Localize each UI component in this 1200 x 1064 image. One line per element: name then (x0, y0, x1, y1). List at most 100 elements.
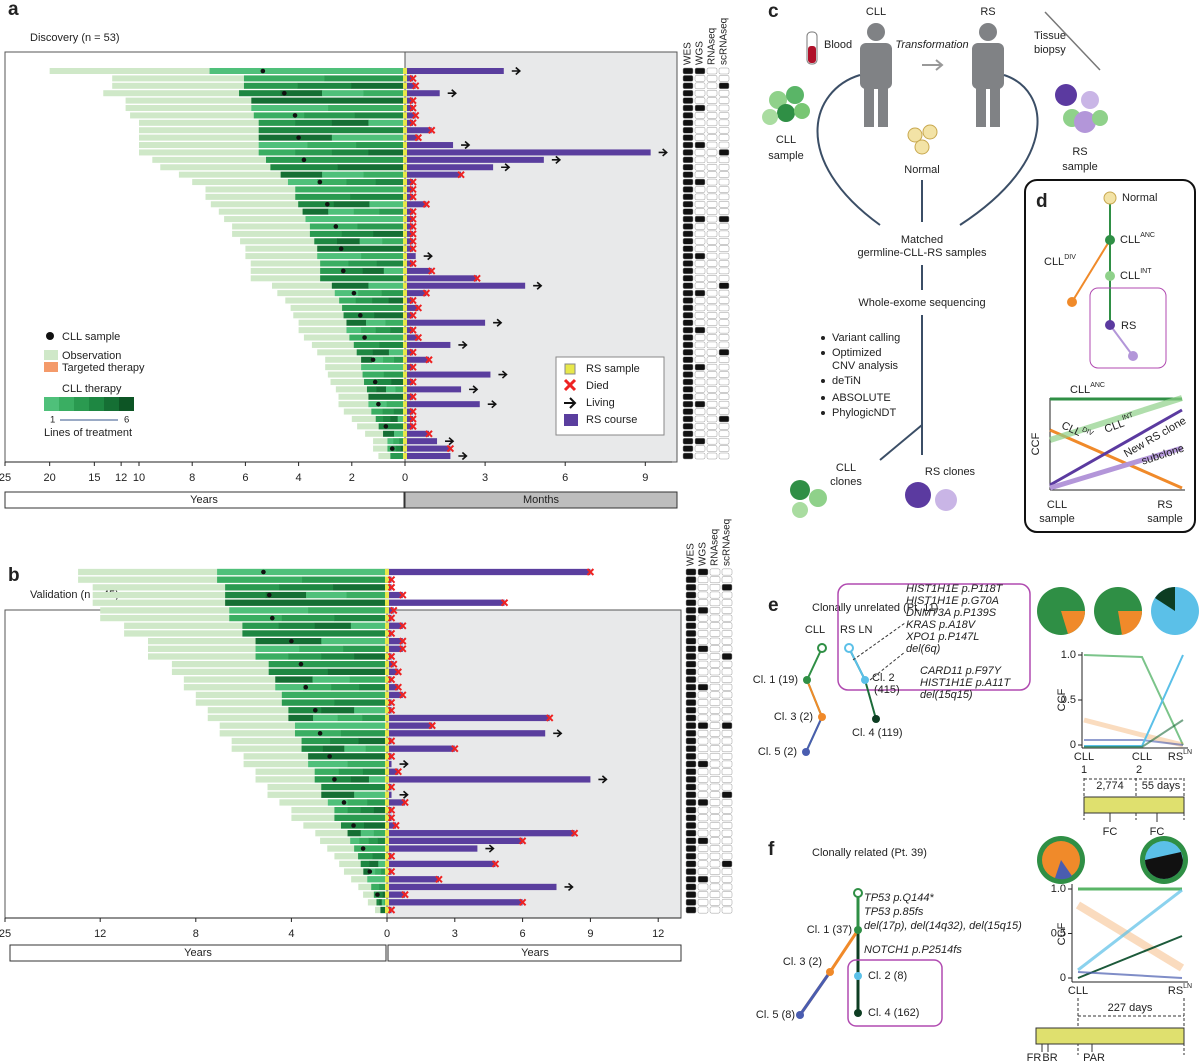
rs-course-bar (405, 452, 451, 460)
assay-box (718, 104, 730, 112)
assay-box (721, 691, 733, 699)
therapy-shade (375, 415, 384, 422)
assay-box (694, 430, 706, 438)
therapy-shade (295, 119, 333, 126)
rs-sample (385, 791, 389, 798)
assay-box (718, 267, 730, 275)
assay-box (685, 614, 697, 622)
therapy-shade (374, 312, 406, 319)
label: sample (768, 150, 803, 162)
y-tick-label: 0 (1070, 739, 1076, 751)
assay-box (682, 423, 694, 430)
assay-box (706, 75, 718, 82)
assay-box (685, 645, 697, 653)
label: RS (1121, 320, 1136, 332)
assay-box (682, 400, 694, 408)
died-marker (518, 837, 527, 845)
rs-course-bar (387, 584, 392, 591)
blood (808, 46, 816, 63)
therapy-shade (239, 90, 281, 97)
assay-box (721, 576, 733, 584)
label: Normal (904, 164, 939, 176)
assay-box (709, 776, 721, 783)
died-marker (411, 111, 420, 120)
living-marker (399, 790, 409, 799)
therapy-shade (266, 156, 406, 163)
assay-box (682, 208, 694, 215)
assay-box (685, 768, 697, 776)
assay-box (694, 260, 706, 267)
x-tick-label: 0 (402, 472, 408, 484)
assay-box (706, 378, 718, 386)
assay-box (721, 607, 733, 614)
assay-box (709, 568, 721, 576)
assay-box (685, 737, 697, 745)
assay-box (706, 201, 718, 208)
assay-box (697, 660, 709, 668)
therapy-shade (353, 208, 380, 215)
assay-box (685, 875, 697, 883)
therapy-shade (362, 371, 385, 378)
died-marker (409, 378, 417, 386)
x-tick-label: RS (1168, 751, 1183, 763)
rs-sample (403, 341, 407, 348)
assay-box (706, 275, 718, 282)
therapy-shade (400, 445, 406, 452)
assay-box (697, 760, 709, 768)
assay-box (682, 134, 694, 141)
rs-course-bar (387, 783, 392, 791)
therapy-shade (225, 599, 388, 606)
x-tick-label: 3 (482, 472, 488, 484)
rs-sample (385, 753, 389, 760)
cll-sample-dot (313, 707, 318, 713)
assay-box (694, 215, 706, 223)
rs-course-bar (387, 806, 392, 814)
rs-course-bar (405, 312, 414, 319)
mutation: DNMT3A p.P139S (906, 607, 997, 619)
therapy-shade (399, 438, 406, 445)
rs-sample (403, 142, 407, 149)
rs-course-bar (387, 607, 394, 614)
assay-box (706, 437, 718, 445)
assay-box (721, 806, 733, 814)
tree-node (1105, 271, 1115, 281)
tree-node (853, 888, 863, 898)
rs-sample (403, 371, 407, 378)
died-marker (446, 444, 455, 453)
assay-box (697, 891, 709, 899)
therapy-shade (320, 260, 349, 267)
assay-box (685, 791, 697, 799)
assay-box (706, 163, 718, 171)
rs-course-bar (405, 430, 430, 437)
assay-box (697, 752, 709, 760)
therapy-shade (361, 327, 377, 334)
therapy-shade (298, 201, 335, 208)
assay-box (706, 430, 718, 438)
label: Normal (1122, 192, 1157, 204)
therapy-shade (288, 707, 322, 714)
therapy-shade (373, 806, 388, 814)
living-marker (458, 451, 468, 461)
assay-box (718, 149, 730, 156)
living-marker (487, 400, 497, 409)
assay-box (721, 768, 733, 776)
assay-box (718, 415, 730, 423)
rs-course-bar (387, 860, 496, 868)
assay-box (709, 660, 721, 668)
cll-sample-dot (292, 113, 298, 118)
rs-course-bar (387, 845, 478, 852)
died-marker (409, 230, 417, 238)
rs-course-bar (387, 630, 392, 637)
assay-box (718, 326, 730, 334)
therapy-shade (339, 297, 356, 304)
rs-course-bar (387, 891, 406, 898)
assay-box (721, 760, 733, 768)
tree-node (854, 972, 862, 980)
assay-box (697, 768, 709, 776)
assay-box (682, 141, 694, 149)
died-marker (409, 326, 417, 334)
therapy-shade (317, 179, 347, 186)
therapy-shade (275, 684, 304, 691)
living-marker (423, 251, 433, 261)
therapy-shade (358, 290, 382, 297)
